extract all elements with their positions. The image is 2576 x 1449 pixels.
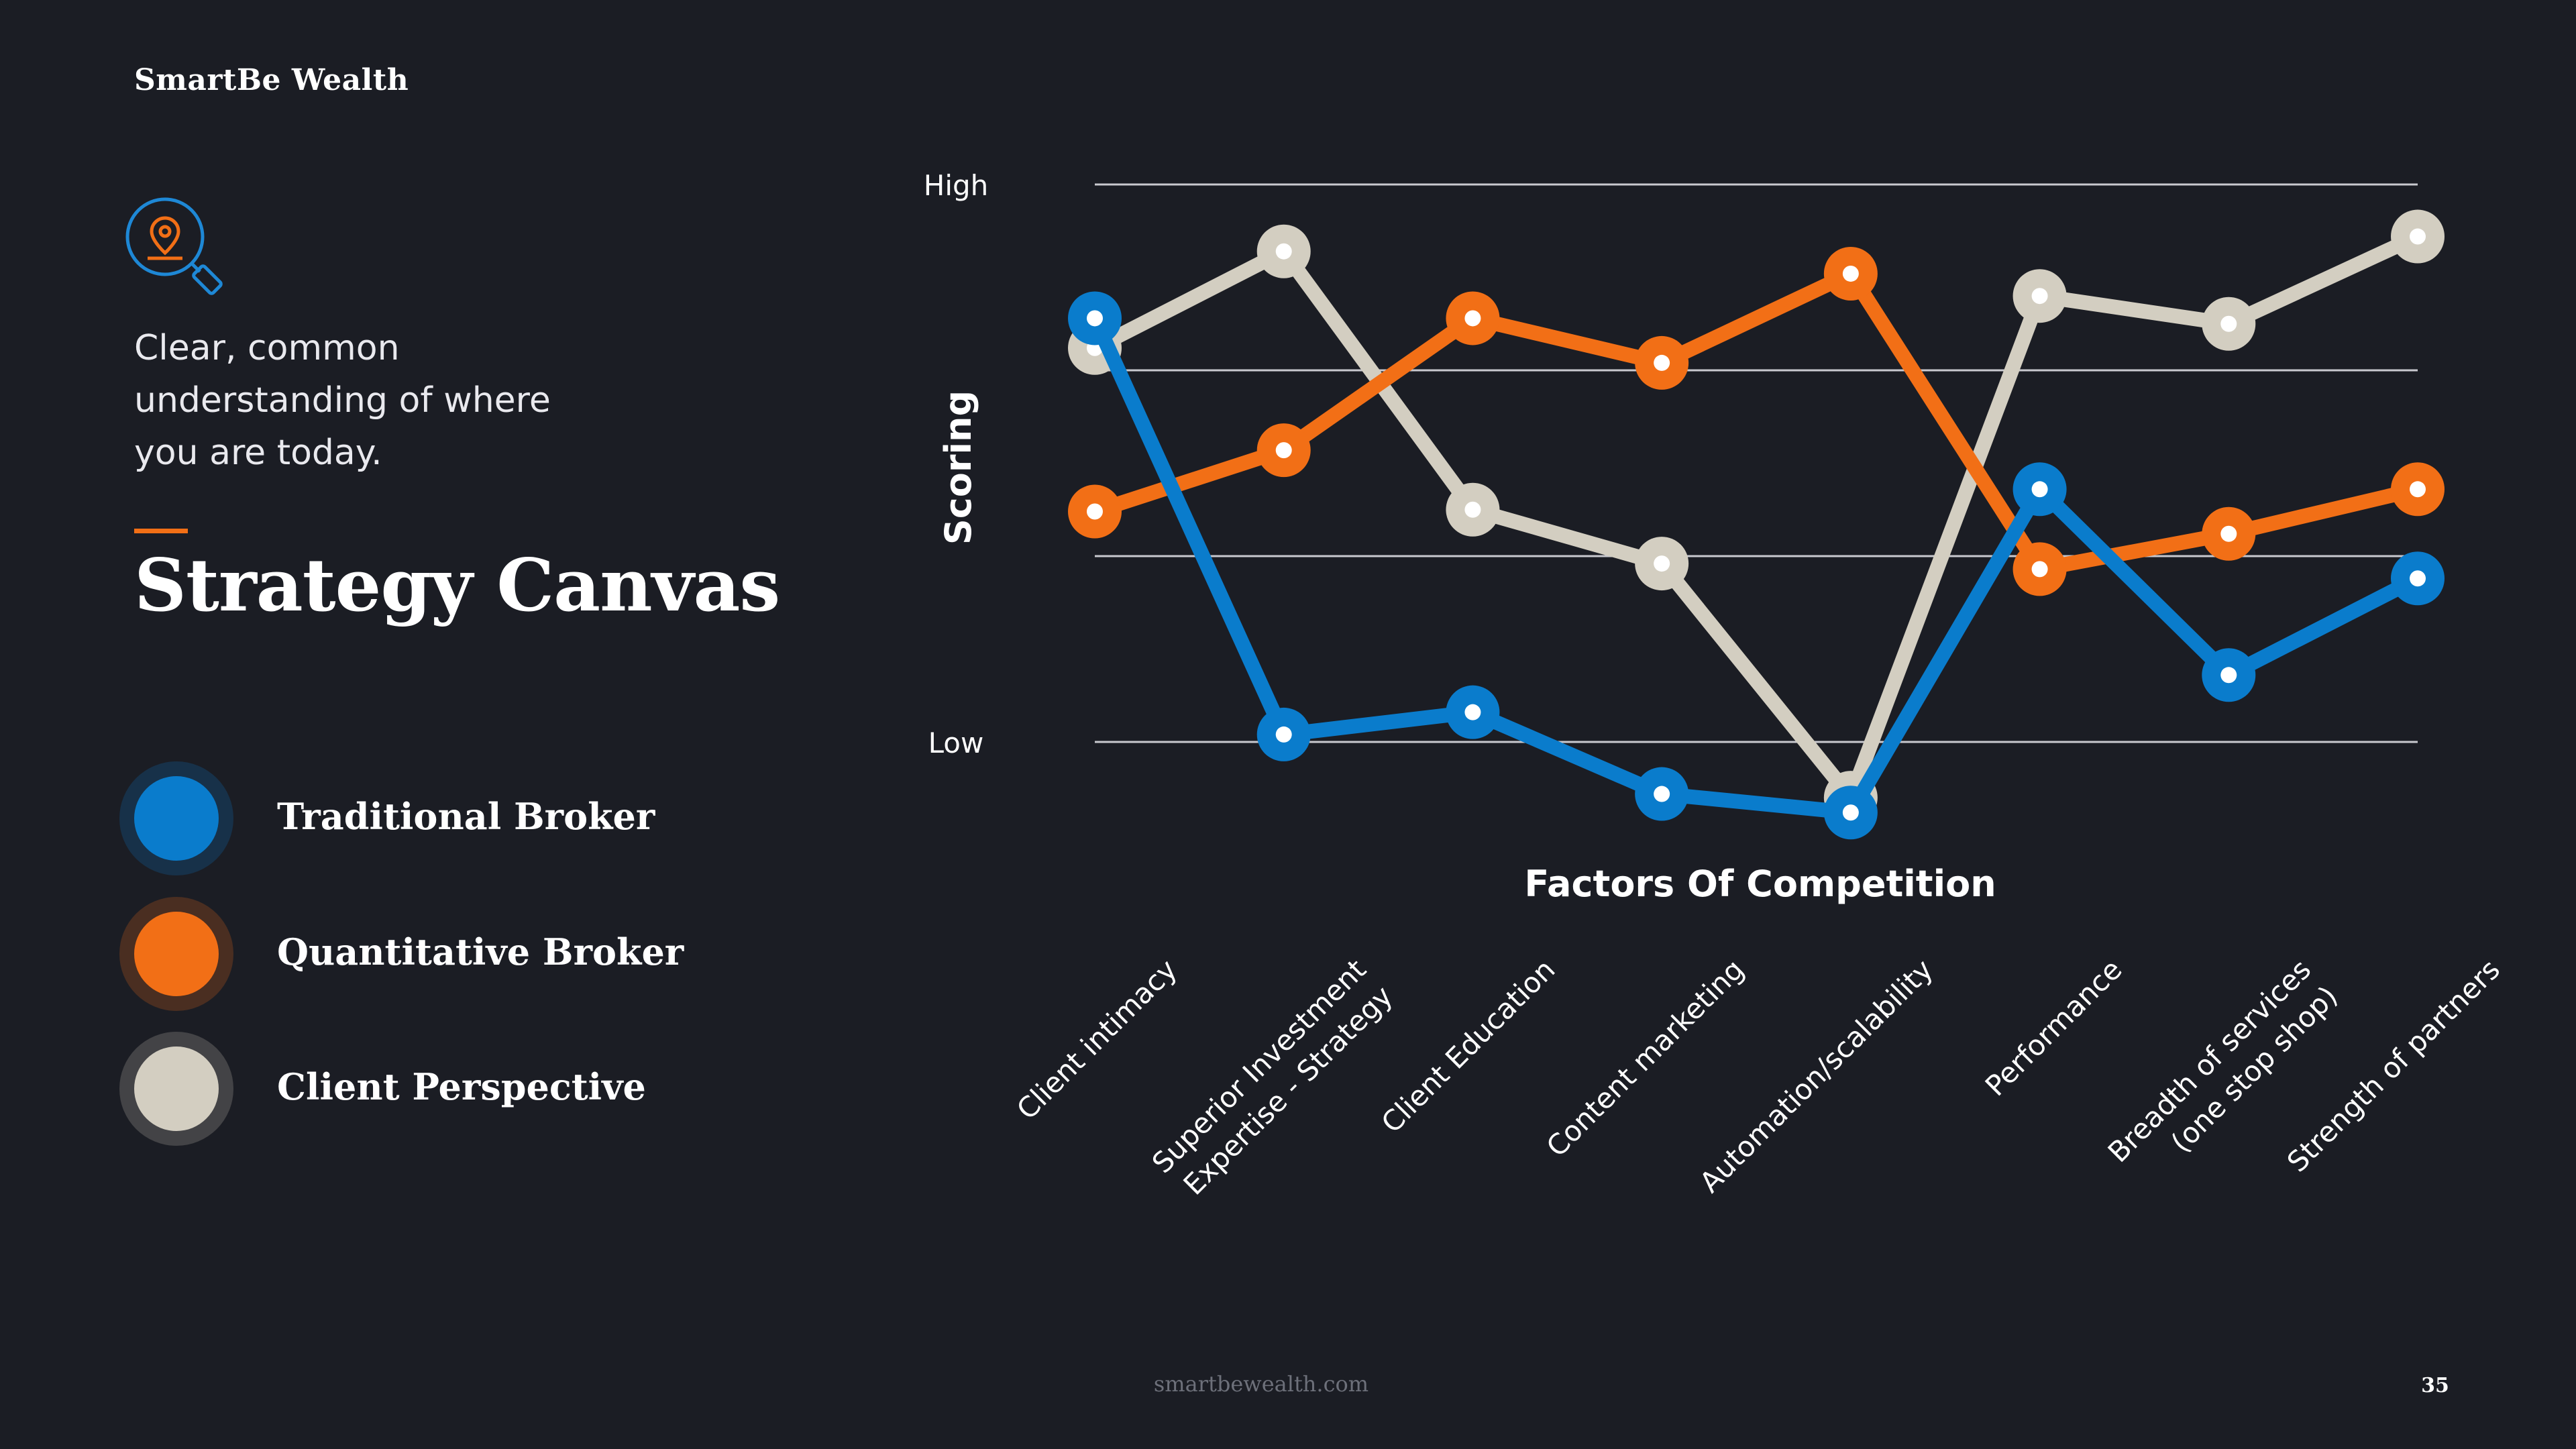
legend-swatch-dot bbox=[134, 776, 219, 861]
legend-item-traditional-broker: Traditional Broker bbox=[119, 761, 723, 875]
legend-item-quantitative-broker: Quantitative Broker bbox=[119, 897, 723, 1011]
x-tick-label: Performance bbox=[1979, 953, 2129, 1102]
legend-label: Client Perspective bbox=[277, 1065, 646, 1108]
data-point-center bbox=[2031, 481, 2048, 498]
tagline: Clear, common understanding of where you… bbox=[134, 328, 551, 473]
series-line bbox=[1087, 266, 2425, 577]
data-point-center bbox=[1087, 503, 1103, 520]
data-point-center bbox=[1464, 501, 1481, 518]
x-tick-label: Content marketing bbox=[1540, 953, 1751, 1163]
legend-swatch-ring bbox=[119, 1032, 233, 1146]
data-point-center bbox=[1842, 804, 1859, 821]
series-line bbox=[1087, 311, 2425, 820]
x-tick-label-line: Client Education bbox=[1375, 953, 1562, 1139]
x-tick-label-line: Client intimacy bbox=[1010, 953, 1183, 1126]
data-point-center bbox=[2220, 315, 2237, 332]
data-point-center bbox=[1275, 442, 1292, 459]
legend-swatch-ring bbox=[119, 761, 233, 875]
legend-label: Traditional Broker bbox=[277, 795, 655, 838]
y-tick-label: Low bbox=[928, 727, 984, 759]
data-point-center bbox=[2031, 288, 2048, 305]
data-point-center bbox=[1464, 704, 1481, 720]
data-point-center bbox=[1654, 555, 1670, 572]
data-point-center bbox=[2220, 525, 2237, 542]
y-tick-label: High bbox=[924, 169, 989, 202]
legend-item-client-perspective: Client Perspective bbox=[119, 1032, 723, 1146]
data-point-center bbox=[1842, 265, 1859, 282]
title-accent-rule bbox=[134, 529, 188, 533]
x-tick-label-line: Superior Investment bbox=[1146, 953, 1373, 1179]
legend-swatch-dot bbox=[134, 912, 219, 996]
footer-url[interactable]: smartbewealth.com bbox=[1153, 1371, 1369, 1397]
data-point-center bbox=[1464, 310, 1481, 327]
location-search-icon bbox=[125, 197, 223, 295]
data-point-center bbox=[1275, 726, 1292, 743]
y-axis-label: Scoring bbox=[937, 390, 979, 545]
data-point-center bbox=[2031, 561, 2048, 578]
legend-swatch-ring bbox=[119, 897, 233, 1011]
series-line bbox=[1087, 229, 2425, 806]
x-tick-label-line: Expertise - Strategy bbox=[1177, 979, 1399, 1201]
data-point-center bbox=[2220, 667, 2237, 684]
data-point-center bbox=[1654, 354, 1670, 371]
data-point-center bbox=[1654, 786, 1670, 802]
x-tick-label: Superior InvestmentExpertise - Strategy bbox=[1146, 953, 1399, 1206]
data-point-center bbox=[2410, 570, 2426, 587]
legend-label: Quantitative Broker bbox=[277, 930, 684, 973]
brand-name: SmartBe Wealth bbox=[134, 63, 409, 97]
x-tick-label: Client Education bbox=[1375, 953, 1562, 1139]
data-point-center bbox=[1275, 243, 1292, 260]
data-point-center bbox=[1087, 310, 1103, 327]
data-point-center bbox=[2410, 481, 2426, 498]
x-tick-label: Client intimacy bbox=[1010, 953, 1183, 1126]
page-title: Strategy Canvas bbox=[134, 543, 780, 628]
page-number: 35 bbox=[2421, 1374, 2449, 1397]
data-point-center bbox=[2410, 228, 2426, 245]
x-tick-label-line: Performance bbox=[1979, 953, 2129, 1102]
legend-swatch-dot bbox=[134, 1046, 219, 1131]
x-tick-label-line: Content marketing bbox=[1540, 953, 1751, 1163]
x-axis-label: Factors Of Competition bbox=[1524, 863, 1996, 905]
